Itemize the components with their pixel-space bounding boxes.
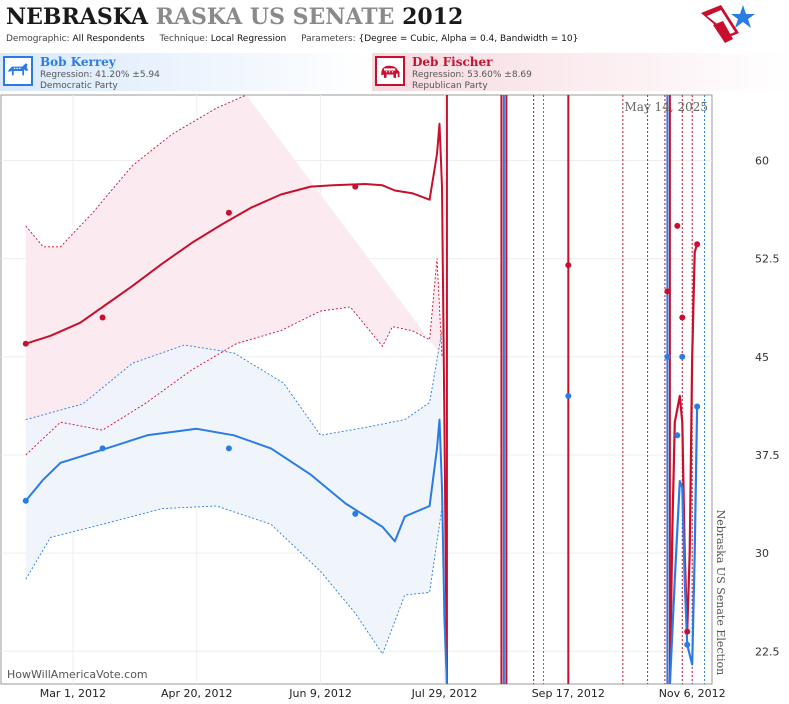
poll-point (99, 314, 106, 321)
demographic-value: All Respondents (72, 34, 145, 44)
poll-point (225, 445, 232, 452)
x-tick-label: Nov 6, 2012 (659, 687, 726, 700)
y-tick-label: 60 (755, 154, 769, 167)
technique-label: Technique: (159, 34, 208, 44)
rep-regression: Regression: 53.60% ±8.69 (412, 70, 532, 80)
upper-bound-line (25, 330, 443, 436)
watermark: HowWillAmericaVote.com (7, 668, 148, 681)
poll-point (352, 183, 359, 190)
confidence-band (25, 330, 443, 654)
side-election-label: Nebraska US Senate Election (714, 510, 727, 676)
poll-point (565, 262, 572, 269)
dem-party: Democratic Party (40, 81, 118, 91)
x-tick-label: Mar 1, 2012 (40, 687, 106, 700)
candidate-dem: Bob Kerrey Regression: 41.20% ±5.94 Demo… (0, 53, 372, 91)
lower-bound-line (25, 505, 443, 655)
regression-chart[interactable]: 60 52.5 45 37.5 30 22.5 Mar 1, 2012 Apr 20, 201… (0, 93, 789, 704)
rep-candidate-name: Deb Fischer (412, 55, 493, 69)
poll-point (674, 222, 681, 229)
poll-point (694, 403, 701, 410)
poll-point (99, 445, 106, 452)
poll-point (22, 340, 29, 347)
poll-point (565, 393, 572, 400)
parameters-value: {Degree = Cubic, Alpha = 0.4, Bandwidth … (358, 34, 579, 44)
x-tick-label: Apr 20, 2012 (161, 687, 233, 700)
poll-point (674, 432, 681, 439)
candidate-rep: Deb Fischer Regression: 53.60% ±8.69 Rep… (372, 53, 789, 91)
poll-point (352, 510, 359, 517)
rep-party: Republican Party (412, 81, 488, 91)
lower-bound-line (25, 258, 443, 456)
x-tick-label: Jul 29, 2012 (411, 687, 478, 700)
poll-point (225, 209, 232, 216)
poll-point (664, 353, 671, 360)
elephant-icon (375, 56, 405, 86)
poll-point (684, 628, 691, 635)
poll-point (684, 641, 691, 648)
y-tick-label: 30 (755, 547, 769, 560)
poll-point (22, 497, 29, 504)
title-rest: RASKA US SENATE (155, 4, 395, 30)
dem-regression: Regression: 41.20% ±5.94 (40, 70, 160, 80)
y-tick-label: 22.5 (755, 645, 780, 658)
election-swing-line (668, 406, 699, 685)
technique-value: Local Regression (210, 34, 287, 44)
title-state: NEBRASKA (6, 4, 149, 30)
poll-point (664, 288, 671, 295)
date-label: May 14, 2025 (625, 100, 708, 114)
y-tick-label: 52.5 (755, 253, 780, 266)
demographic-label: Demographic: (6, 34, 70, 44)
y-tick-label: 45 (755, 351, 769, 364)
poll-point (679, 353, 686, 360)
page-title: NEBRASKA RASKA US SENATE 2012 (6, 4, 463, 30)
title-year: 2012 (402, 4, 464, 30)
x-tick-label: Jun 9, 2012 (288, 687, 352, 700)
parameters-label: Parameters: (301, 34, 356, 44)
donkey-icon (3, 56, 33, 86)
header: NEBRASKA RASKA US SENATE 2012 Demographi… (0, 0, 789, 50)
x-tick-label: Sep 17, 2012 (532, 687, 605, 700)
dem-candidate-name: Bob Kerrey (40, 55, 116, 69)
poll-point (679, 314, 686, 321)
poll-point (694, 241, 701, 248)
y-tick-label: 37.5 (755, 449, 780, 462)
flag-star-logo-icon[interactable] (699, 3, 757, 47)
regression-line (25, 122, 448, 685)
parameters-line: Demographic: All Respondents Technique: … (6, 34, 590, 44)
